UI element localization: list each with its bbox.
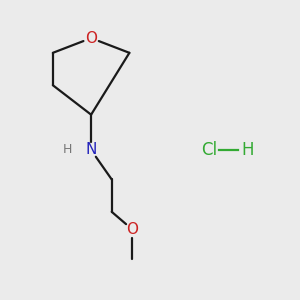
Text: H: H xyxy=(63,143,72,157)
Text: Cl: Cl xyxy=(201,141,217,159)
Text: O: O xyxy=(126,222,138,237)
Text: H: H xyxy=(241,141,253,159)
Text: N: N xyxy=(85,142,97,158)
Text: O: O xyxy=(85,31,97,46)
